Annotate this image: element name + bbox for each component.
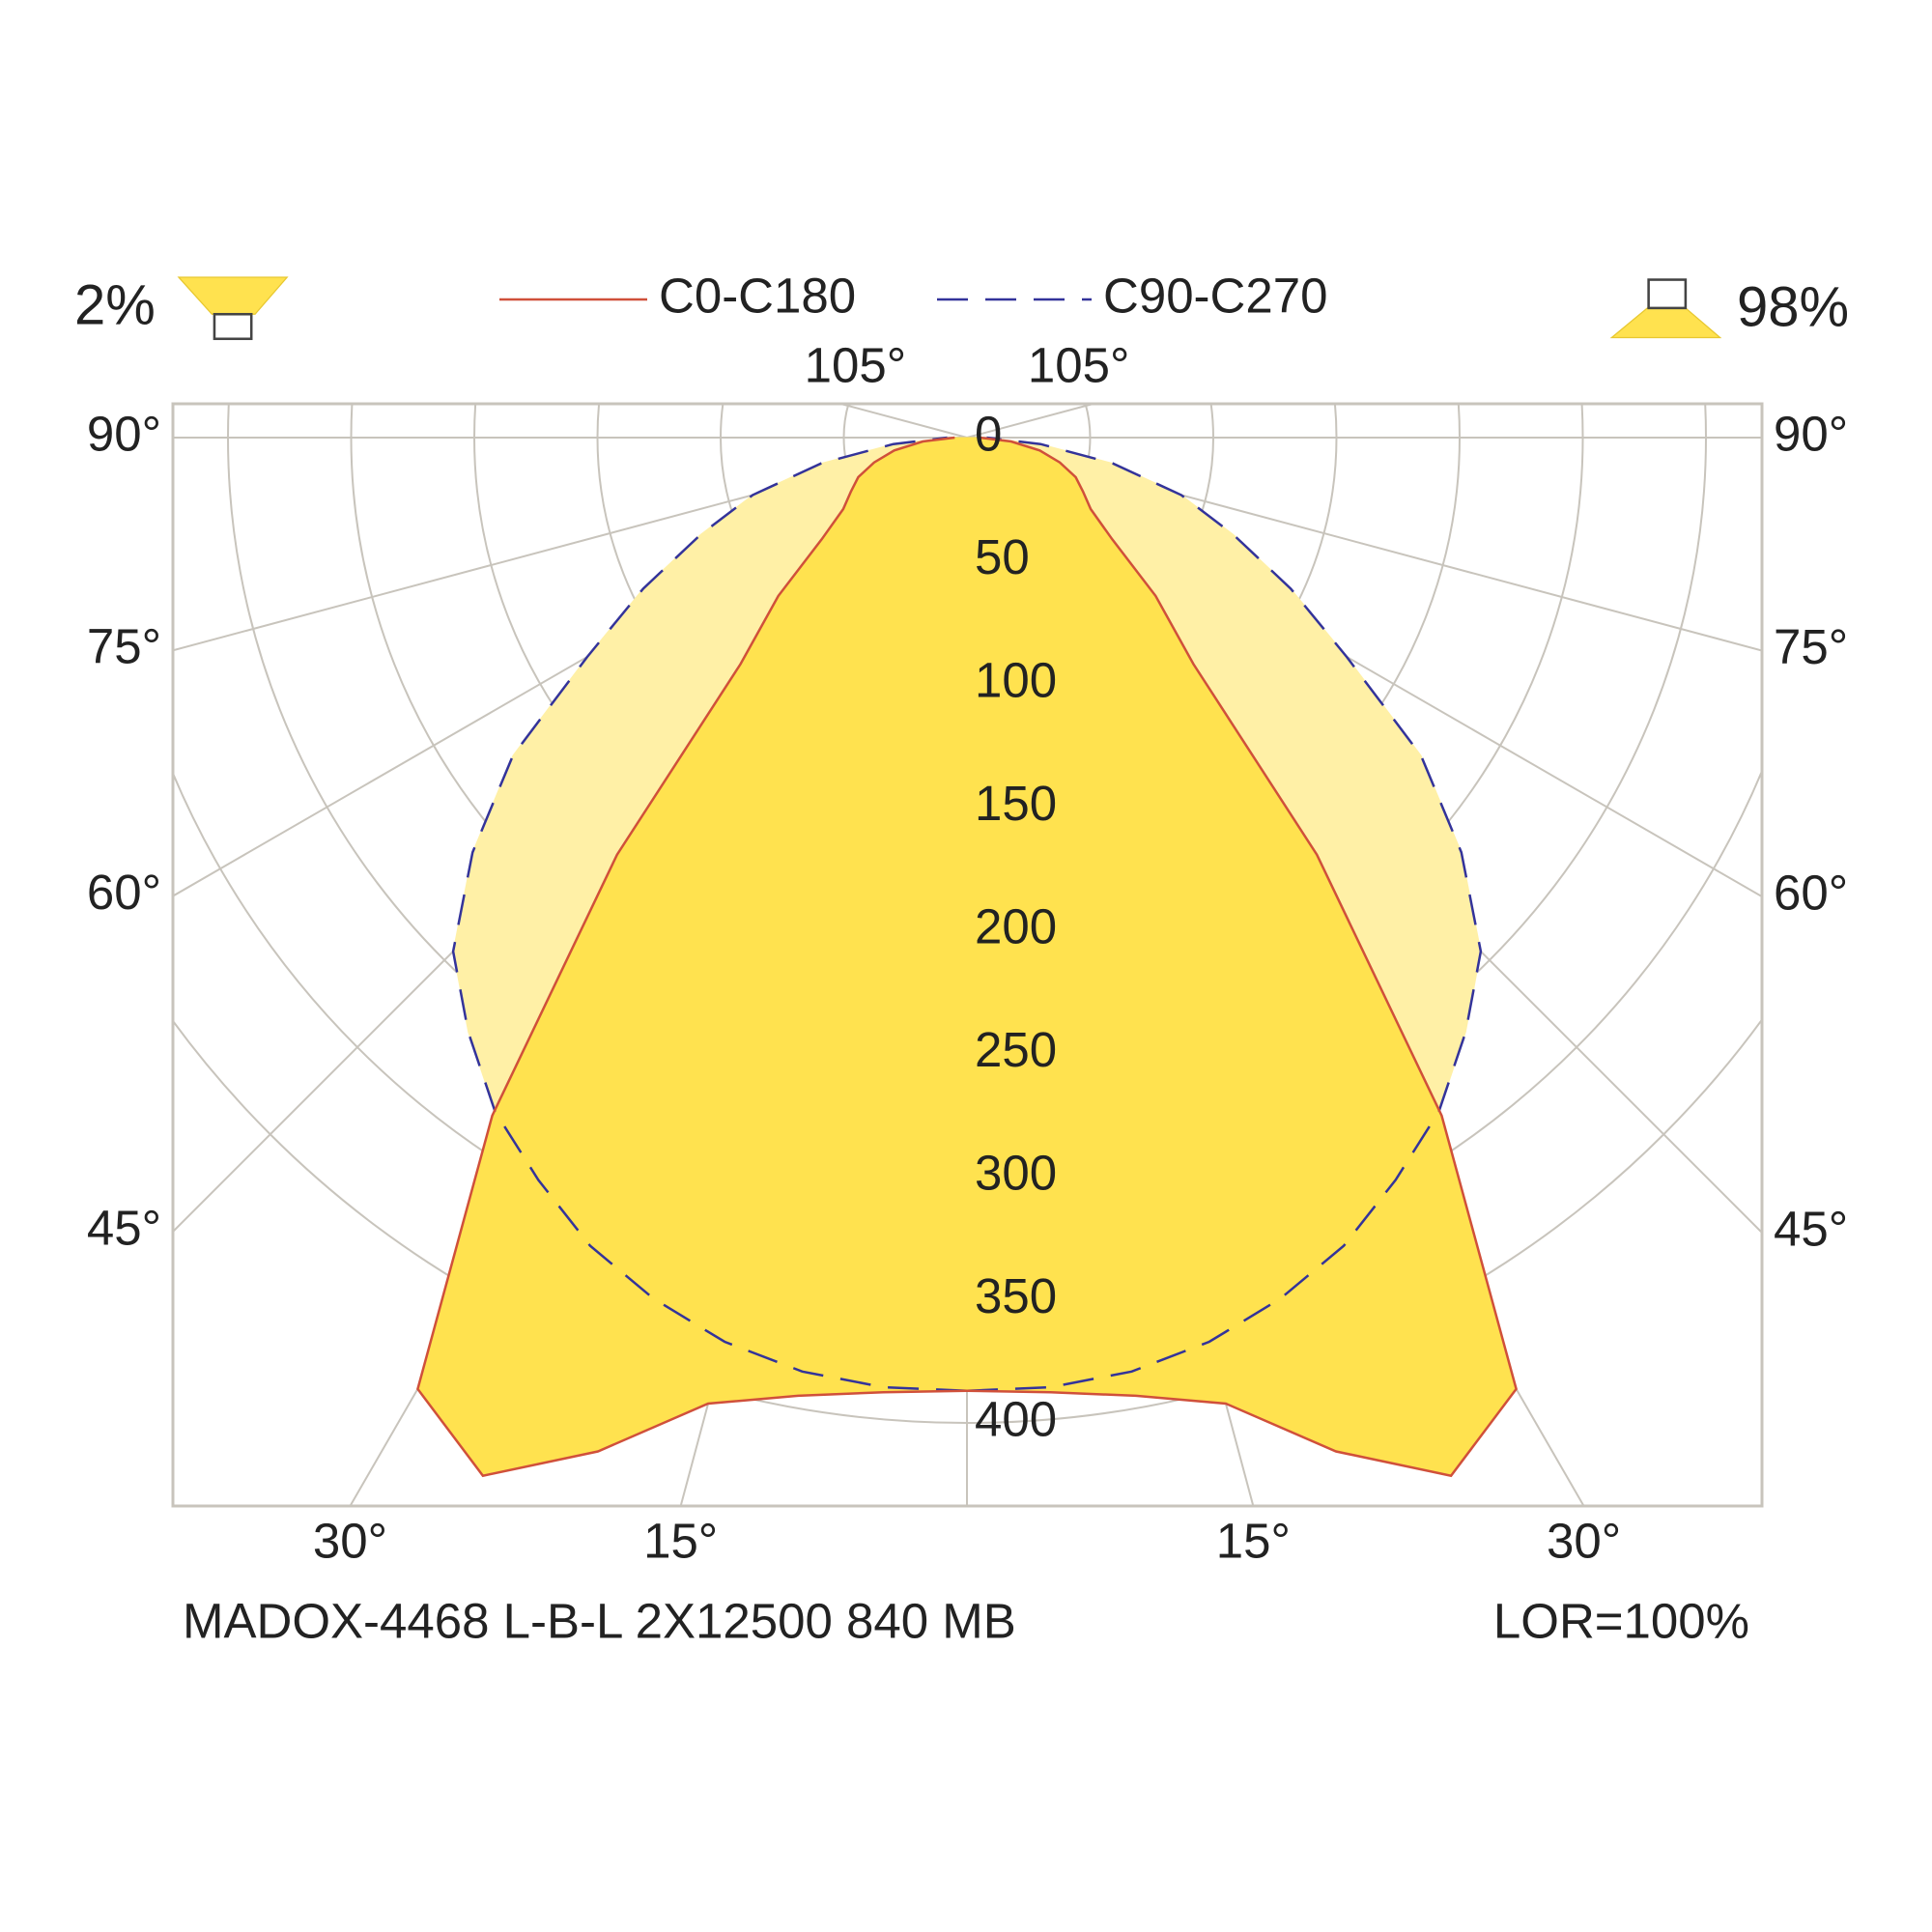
angle-tick-label: 90° xyxy=(87,406,161,461)
plot-frame xyxy=(171,402,1764,1508)
angle-tick-label: 105° xyxy=(805,337,907,392)
r-tick-label: 150 xyxy=(975,776,1057,831)
angle-tick-label: 75° xyxy=(1774,619,1848,674)
footer-right: LOR=100% xyxy=(1493,1593,1749,1648)
angle-tick-label: 60° xyxy=(1774,866,1848,921)
footer-left: MADOX-4468 L-B-L 2X12500 840 MB xyxy=(183,1593,1016,1648)
upward-icon xyxy=(177,276,1722,341)
series-line xyxy=(966,436,1518,1478)
upward-share: 2% xyxy=(74,273,156,336)
angle-tick-label: 105° xyxy=(1028,337,1130,392)
series-line xyxy=(416,436,968,1478)
r-tick-label: 300 xyxy=(975,1145,1057,1200)
angle-tick-label: 45° xyxy=(87,1200,161,1255)
angle-tick-label: 75° xyxy=(87,619,161,674)
angle-tick-label: 30° xyxy=(313,1513,387,1568)
r-tick-label: 50 xyxy=(975,529,1030,584)
series-line xyxy=(451,436,968,1393)
r-tick-label: 200 xyxy=(975,898,1057,953)
angle-tick-label: 15° xyxy=(1216,1513,1291,1568)
grid-spoke xyxy=(840,404,968,439)
labels: 0 50 100 150 200 250 300 350 400 15° 15° 30° 30° 45° 4… xyxy=(87,337,1848,1568)
angle-tick-label: 90° xyxy=(1774,406,1848,461)
r-tick-label: 350 xyxy=(975,1268,1057,1323)
angle-tick-label: 45° xyxy=(1774,1201,1848,1256)
legend-label: C0-C180 xyxy=(659,268,856,323)
r-tick-label: 100 xyxy=(975,652,1057,707)
angle-tick-label: 30° xyxy=(1547,1513,1621,1568)
plot xyxy=(416,436,1518,1478)
r-tick-label: 0 xyxy=(975,406,1002,461)
angle-tick-label: 60° xyxy=(87,865,161,920)
angle-tick-label: 15° xyxy=(643,1513,718,1568)
r-tick-label: 400 xyxy=(975,1391,1057,1446)
grid-spoke xyxy=(966,404,1094,439)
legend-label: C90-C270 xyxy=(1103,268,1327,323)
downward-share: 98% xyxy=(1737,275,1849,338)
series-line xyxy=(966,436,1483,1393)
legend: C0-C180 C90-C270 xyxy=(499,268,1327,323)
r-tick-label: 250 xyxy=(975,1022,1057,1077)
